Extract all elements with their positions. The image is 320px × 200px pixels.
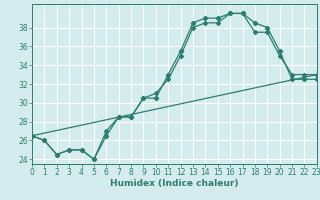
X-axis label: Humidex (Indice chaleur): Humidex (Indice chaleur) bbox=[110, 179, 239, 188]
